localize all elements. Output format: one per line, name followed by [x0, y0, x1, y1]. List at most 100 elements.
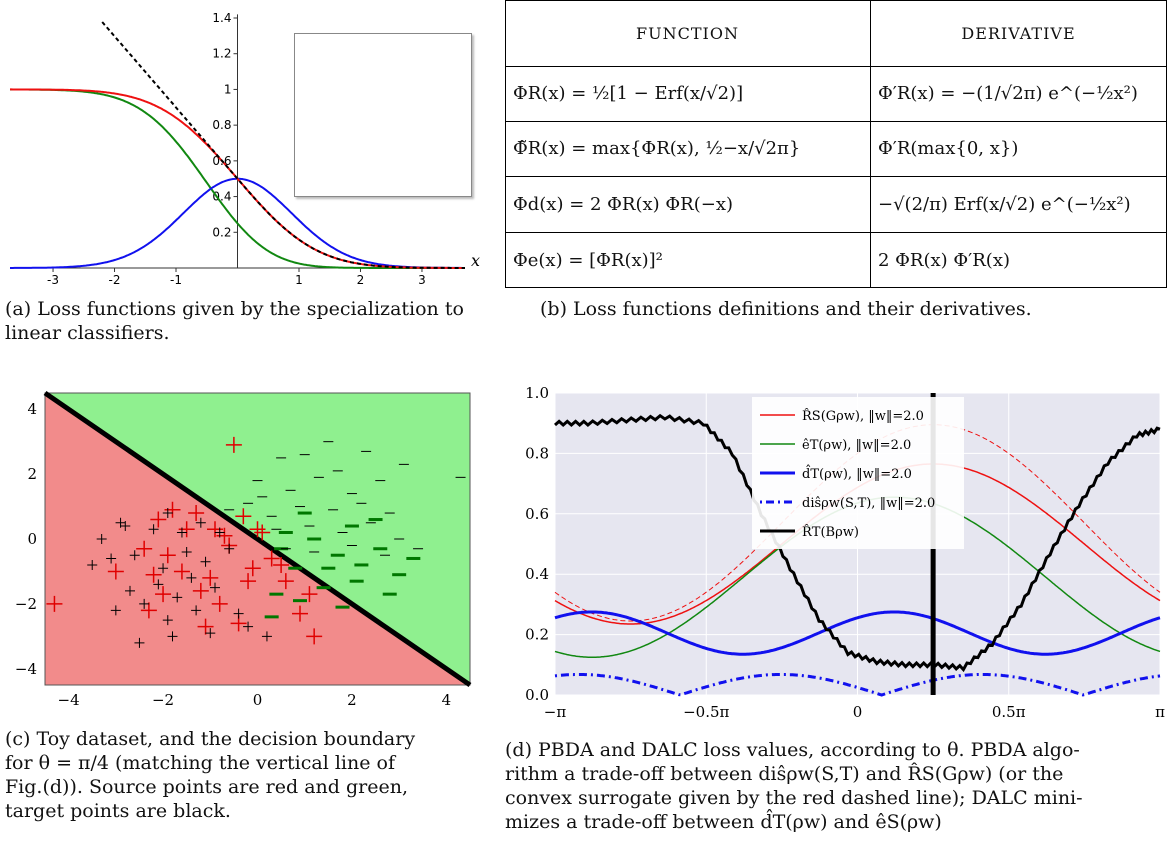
data-point: [207, 521, 223, 538]
y-tick-label: 0.8: [525, 444, 549, 462]
caption-b: (b) Loss functions definitions and their…: [540, 298, 1032, 320]
data-point: [162, 508, 173, 519]
data-point: [195, 517, 206, 528]
legend-label: R̂T(Bρw): [802, 524, 859, 540]
data-point: [164, 501, 181, 518]
caption-c: (c) Toy dataset, and the decision bounda…: [5, 727, 485, 823]
legend-label: R̂S(Gρw), ‖w‖=2.0: [802, 408, 924, 424]
toy-dataset-chart: −4 −2 0 2 4 4 2 0 −2 −4: [15, 390, 472, 709]
decision-boundary: [43, 390, 472, 688]
data-point: [263, 550, 280, 567]
caption-c-line: (c) Toy dataset, and the decision bounda…: [5, 728, 416, 750]
data-point: [301, 586, 318, 603]
y-tick-label: 2: [27, 465, 37, 483]
data-point: [292, 605, 308, 622]
data-point: [134, 637, 145, 648]
x-tick-label: 0.5π: [992, 703, 1026, 721]
data-point: [125, 585, 135, 596]
table-cell-func-3: Φd(x) = 2 ΦR(x) ΦR(−x): [513, 193, 733, 215]
y-tick-label: 0.2: [525, 626, 549, 644]
data-point: [46, 595, 63, 612]
caption-a: (a) Loss functions given by the speciali…: [5, 298, 464, 344]
data-point: [224, 543, 235, 554]
data-point: [120, 521, 131, 532]
legend-box: [294, 33, 472, 197]
caption-c-line: for θ = π/4 (matching the vertical line …: [5, 752, 395, 774]
data-point: [197, 618, 214, 635]
legend-label: diŝρw(S,T), ‖w‖=2.0: [802, 496, 935, 511]
x-tick-label: −4: [58, 691, 80, 709]
data-point: [178, 521, 195, 538]
x-tick-label: -3: [47, 273, 59, 287]
table-cell-deriv-2: Φ′R(max{0, x}): [878, 138, 1019, 159]
x-tick-label: 0: [253, 691, 263, 709]
data-point: [159, 547, 176, 564]
legend-label: d̂T(ρw), ‖w‖=2.0: [802, 464, 912, 482]
data-point: [181, 546, 192, 557]
table-header-function: FUNCTION: [636, 23, 739, 43]
caption-d-line: rithm a trade-off between diŝρw(S,T) and…: [505, 763, 1064, 785]
caption-d-line: (d) PBDA and DALC loss values, according…: [505, 739, 1080, 761]
data-point: [110, 605, 121, 616]
x-tick-label: −2: [152, 691, 174, 709]
table-cell-deriv-3: −√(2/π) Erf(x/√2) e^(−½x²): [878, 193, 1131, 215]
table-cell-func-1: ΦR(x) = ½[1 − Erf(x/√2)]: [513, 83, 744, 104]
data-point: [192, 582, 209, 599]
data-point: [216, 527, 233, 544]
data-point: [129, 550, 140, 561]
y-tick-label: 1.0: [525, 384, 549, 402]
data-point: [210, 582, 220, 593]
caption-d-line: mizes a trade-off between d̂T(ρw) and êS…: [505, 811, 942, 833]
data-point: [273, 556, 290, 573]
y-tick-label: 4: [27, 400, 37, 418]
data-point: [148, 524, 159, 535]
x-tick-label: π: [1155, 703, 1165, 721]
data-point: [254, 524, 271, 541]
data-point: [233, 608, 244, 619]
y-tick-label: −2: [15, 595, 37, 613]
data-point: [162, 615, 173, 626]
x-axis-label: x: [471, 251, 480, 270]
y-tick-label: 0.6: [525, 505, 549, 523]
x-tick-label: -2: [109, 273, 121, 287]
y-tick-label: 0.4: [212, 190, 231, 204]
y-tick-label: −4: [15, 660, 37, 678]
x-tick-label: 2: [347, 691, 357, 709]
data-point: [167, 631, 178, 642]
y-tick-label: 0.8: [212, 118, 231, 132]
data-point: [150, 511, 167, 528]
caption-c-line: Fig.(d)). Source points are red and gree…: [5, 776, 408, 798]
y-tick-label: 0.0: [525, 686, 549, 704]
x-tick-label: 3: [418, 273, 426, 287]
x-tick-label: 2: [357, 273, 365, 287]
x-tick-label: 1: [295, 273, 303, 287]
data-point: [158, 563, 169, 574]
data-point: [244, 560, 261, 577]
x-tick-label: −0.5π: [683, 703, 729, 721]
data-point: [211, 595, 228, 612]
data-point: [225, 436, 242, 453]
definitions-table: [505, 0, 1167, 288]
data-point: [261, 631, 272, 642]
data-point: [188, 505, 205, 522]
data-point: [277, 573, 294, 590]
table-cell-func-4: Φe(x) = [ΦR(x)]²: [513, 249, 663, 271]
data-point: [202, 569, 219, 586]
plot-frame: [44, 392, 471, 686]
data-point: [172, 592, 183, 603]
table-cell-func-2: Φ̃R(x) = max{ΦR(x), ½−x/√2π}: [513, 138, 801, 159]
data-point: [306, 628, 323, 645]
data-point: [235, 508, 252, 525]
y-tick-label: 0: [27, 530, 37, 548]
data-point: [186, 572, 197, 583]
data-point: [243, 621, 254, 632]
data-point: [139, 598, 150, 609]
y-tick-label: 1: [224, 82, 232, 96]
y-tick-label: 1.4: [212, 11, 231, 25]
data-point: [153, 579, 164, 590]
legend-label: êT(ρw), ‖w‖=2.0: [802, 438, 911, 453]
data-point: [136, 540, 153, 557]
data-point: [176, 527, 187, 538]
x-tick-label: -1: [170, 273, 182, 287]
dis-line: [554, 673, 1161, 697]
